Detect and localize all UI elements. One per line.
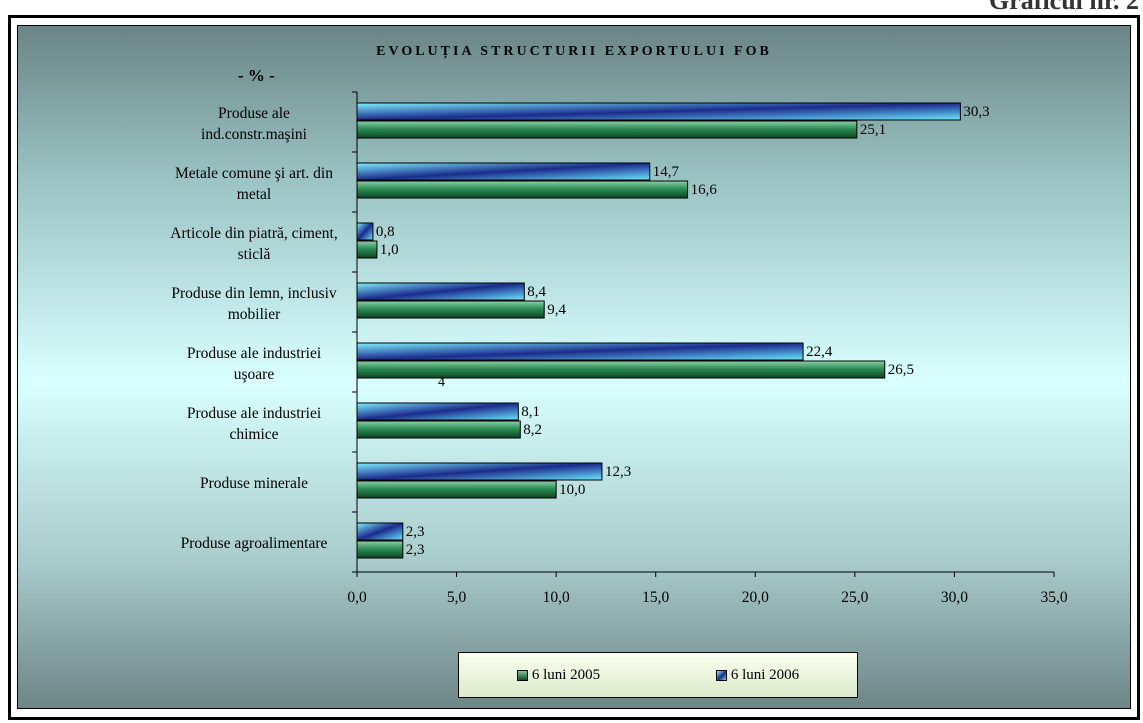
x-tick-label-1: 5,0	[447, 589, 467, 606]
bar-2005-0	[356, 120, 858, 139]
x-tick-label-2: 10,0	[543, 589, 570, 606]
category-label-1-line-1: metal	[237, 186, 271, 203]
data-label-2006-1: 14,7	[653, 164, 680, 180]
legend-swatch-2006	[715, 669, 727, 681]
legend-label-2006: 6 luni 2006	[730, 666, 800, 683]
data-label-2006-6: 12,3	[605, 464, 631, 480]
bar-2006-5	[356, 402, 519, 421]
data-label-2005-0: 25,1	[860, 122, 886, 138]
data-label-2006-3: 8,4	[527, 284, 546, 300]
legend-item-2005: 6 luni 2005	[516, 666, 601, 684]
x-tick-label-0: 0,0	[347, 589, 367, 606]
category-label-4-line-1: uşoare	[234, 366, 275, 383]
bar-2005-4	[356, 360, 886, 379]
bar-2006-4	[356, 342, 804, 361]
bar-chart: 30,3 25,1 Produse ale ind.constr.maşini 14,7…	[170, 91, 1068, 606]
data-label-2005-4: 26,5	[888, 362, 914, 378]
data-label-2005-2: 1,0	[380, 242, 399, 258]
legend-label-2005: 6 luni 2005	[531, 666, 601, 683]
bar-2005-7	[356, 540, 404, 559]
chart-panel: EVOLUȚIA STRUCTURII EXPORTULUI FOB - % -…	[17, 25, 1131, 709]
category-label-4-line-0: Produse ale industriei	[187, 345, 322, 362]
bar-2005-2	[356, 240, 378, 259]
data-label-2005-7: 2,3	[406, 542, 425, 558]
category-label-3-line-0: Produse din lemn, inclusiv	[171, 285, 337, 302]
data-label-2005-3: 9,4	[547, 302, 566, 318]
data-label-2006-5: 8,1	[521, 404, 540, 420]
data-label-2006-4: 22,4	[806, 344, 833, 360]
x-tick-label-6: 30,0	[941, 589, 968, 606]
data-label-2006-0: 30,3	[963, 104, 989, 120]
bar-2005-6	[356, 480, 557, 499]
data-label-2006-2: 0,8	[376, 224, 395, 240]
unit-label: - % -	[238, 66, 275, 85]
category-label-1-line-0: Metale comune şi art. din	[175, 165, 333, 182]
bar-2006-7	[356, 522, 404, 541]
bar-2006-0	[356, 102, 961, 121]
x-tick-label-5: 25,0	[841, 589, 868, 606]
category-label-0-line-0: Produse ale	[218, 105, 290, 122]
graph-number-label: Graficul nr. 2	[989, 0, 1139, 15]
x-tick-label-4: 20,0	[742, 589, 769, 606]
bar-2006-2	[356, 222, 374, 241]
bar-2006-6	[356, 462, 603, 481]
chart-frame: EVOLUȚIA STRUCTURII EXPORTULUI FOB - % -…	[8, 15, 1140, 720]
bar-2006-3	[356, 282, 525, 301]
x-tick-label-7: 35,0	[1040, 589, 1067, 606]
bar-2005-3	[356, 300, 545, 319]
category-label-7-line-0: Produse agroalimentare	[181, 535, 328, 552]
bar-2006-1	[356, 162, 651, 181]
data-label-2006-7: 2,3	[406, 524, 425, 540]
category-label-0-line-1: ind.constr.maşini	[201, 126, 308, 143]
stray-annotation: 4	[438, 375, 445, 390]
legend-item-2006: 6 luni 2006	[715, 666, 800, 684]
data-label-2005-1: 16,6	[691, 182, 718, 198]
legend-swatch-2005	[516, 669, 528, 681]
category-label-2-line-1: sticlă	[238, 246, 271, 263]
chart-title: EVOLUȚIA STRUCTURII EXPORTULUI FOB	[376, 44, 772, 59]
bar-2005-5	[356, 420, 521, 439]
x-tick-label-3: 15,0	[642, 589, 669, 606]
category-label-6-line-0: Produse minerale	[200, 475, 308, 492]
category-label-5-line-0: Produse ale industriei	[187, 405, 322, 422]
category-label-2-line-0: Articole din piatră, ciment,	[170, 225, 337, 242]
data-label-2005-5: 8,2	[523, 422, 542, 438]
chart-legend: 6 luni 2005 6 luni 2006	[458, 652, 858, 698]
data-label-2005-6: 10,0	[559, 482, 585, 498]
category-label-5-line-1: chimice	[229, 426, 278, 443]
category-label-3-line-1: mobilier	[228, 306, 281, 323]
bar-2005-1	[356, 180, 689, 199]
